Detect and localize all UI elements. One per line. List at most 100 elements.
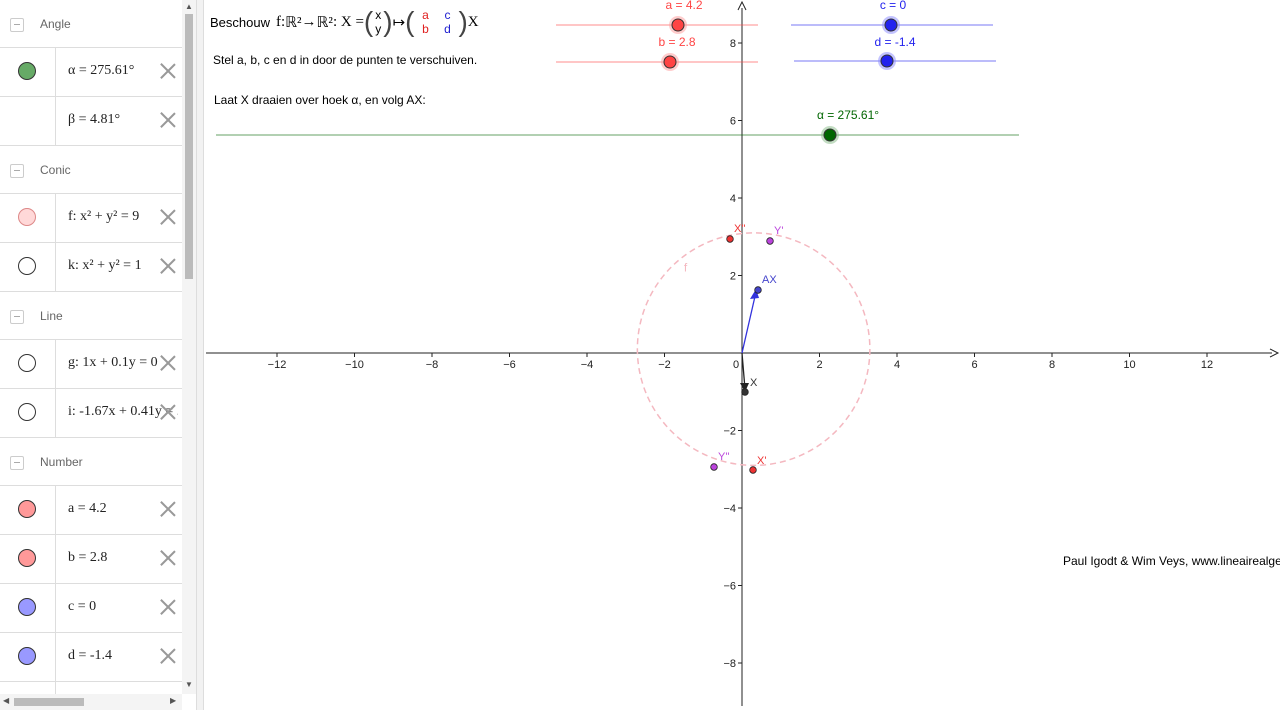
slider-c-handle[interactable] (884, 18, 898, 32)
scroll-up-icon[interactable]: ▲ (185, 2, 193, 11)
point-x-double-prime[interactable] (726, 235, 734, 243)
x-equals: : X = (332, 13, 364, 30)
algebra-expression[interactable]: a = 4.2 (68, 501, 107, 516)
delete-icon[interactable] (158, 353, 178, 373)
graphics-view[interactable]: −12 −10 −8 −6 −4 −2 0 2 4 6 8 10 12 8 6 4 2 −2 −4 −6 −8 f a = … (204, 0, 1280, 710)
algebra-expression[interactable]: i: -1.67x + 0.41y = ... (68, 404, 178, 419)
x-tick-label: 4 (894, 359, 900, 371)
visibility-toggle-icon[interactable] (18, 598, 36, 616)
algebra-item[interactable]: a = 4.2 (0, 486, 182, 535)
algebra-expression[interactable]: f: x² + y² = 9 (68, 209, 140, 224)
visibility-toggle-icon[interactable] (18, 208, 36, 226)
algebra-item[interactable]: β = 4.81° (0, 97, 182, 146)
algebra-expression[interactable]: g: 1x + 0.1y = 0 (68, 355, 158, 370)
algebra-item[interactable]: f: x² + y² = 9 (0, 194, 182, 243)
scroll-left-icon[interactable]: ◀ (3, 696, 10, 705)
delete-icon[interactable] (158, 548, 178, 568)
delete-icon[interactable] (158, 499, 178, 519)
domain-r2: ℝ² (285, 14, 302, 31)
y-tick-label: 4 (730, 193, 736, 205)
view-divider[interactable] (196, 0, 204, 710)
visibility-toggle-icon[interactable] (18, 549, 36, 567)
right-paren-icon: ) (383, 6, 393, 37)
x-tick-label: 12 (1201, 359, 1213, 371)
f-symbol: f (275, 13, 281, 30)
delete-icon[interactable] (158, 402, 178, 422)
visibility-toggle-icon[interactable] (18, 647, 36, 665)
delete-icon[interactable] (158, 61, 178, 81)
point-ax[interactable] (754, 286, 762, 294)
colon-symbol: : (280, 13, 286, 30)
vector-ax[interactable] (741, 291, 757, 354)
algebra-expression[interactable]: β = 4.81° (68, 112, 121, 127)
slider-a-handle[interactable] (671, 18, 685, 32)
x-tick-label: −4 (581, 359, 594, 371)
delete-icon[interactable] (158, 110, 178, 130)
visibility-toggle-icon[interactable] (18, 257, 36, 275)
algebra-list: Angle α = 275.61° β = 4.81° Conic f: x² + y²… (0, 0, 182, 694)
matrix-d: d (444, 22, 451, 36)
scroll-down-icon[interactable]: ▼ (185, 680, 193, 689)
algebra-item[interactable]: k: x² + y² = 1 (0, 243, 182, 292)
group-header-angle[interactable]: Angle (0, 0, 182, 48)
collapse-icon[interactable] (10, 310, 24, 324)
algebra-expression[interactable]: b = 2.8 (68, 550, 108, 565)
visibility-toggle-icon[interactable] (18, 403, 36, 421)
algebra-item[interactable]: α = 275.61° (0, 48, 182, 97)
coordinate-plane[interactable]: −12 −10 −8 −6 −4 −2 0 2 4 6 8 10 12 8 6 4 2 −2 −4 −6 −8 f a = … (204, 0, 1280, 710)
horizontal-scroll-thumb[interactable] (14, 698, 84, 706)
collapse-icon[interactable] (10, 18, 24, 32)
point-x[interactable] (741, 388, 749, 396)
point-x-prime-label: X' (757, 455, 766, 467)
slider-d-handle[interactable] (880, 54, 894, 68)
vector-x-arrowhead (740, 383, 749, 392)
algebra-item[interactable]: c = 0 (0, 584, 182, 633)
y-tick-label: 8 (730, 38, 736, 50)
visibility-toggle-icon[interactable] (18, 500, 36, 518)
slider-c-label: c = 0 (880, 0, 907, 12)
group-name: Conic (40, 163, 71, 177)
scroll-right-icon[interactable]: ▶ (170, 696, 177, 705)
y-axis-arrow-icon (737, 0, 747, 11)
x-tick-label: 10 (1123, 359, 1135, 371)
point-x-prime[interactable] (749, 466, 757, 474)
algebra-expression[interactable]: k: x² + y² = 1 (68, 258, 142, 273)
point-y-double-prime[interactable] (710, 463, 718, 471)
algebra-item[interactable]: d = -1.4 (0, 633, 182, 682)
algebra-item[interactable]: g: 1x + 0.1y = 0 (0, 340, 182, 389)
group-header-line[interactable]: Line (0, 292, 182, 340)
group-header-conic[interactable]: Conic (0, 146, 182, 194)
slider-alpha-handle[interactable] (823, 128, 837, 142)
delete-icon[interactable] (158, 646, 178, 666)
circle-f[interactable] (636, 232, 871, 467)
algebra-expression[interactable]: α = 275.61° (68, 63, 135, 78)
algebra-item[interactable]: h = -4.18 (0, 682, 182, 694)
collapse-icon[interactable] (10, 164, 24, 178)
x-tick-label: 8 (1049, 359, 1055, 371)
collapse-icon[interactable] (10, 456, 24, 470)
vertical-scroll-thumb[interactable] (185, 14, 193, 279)
y-tick-label: 6 (730, 116, 736, 128)
algebra-expression[interactable]: d = -1.4 (68, 648, 113, 663)
matrix-abcd: a c b d (414, 8, 458, 36)
visibility-toggle-icon[interactable] (18, 354, 36, 372)
horizontal-scrollbar[interactable]: ◀ ▶ (0, 694, 182, 710)
group-header-number[interactable]: Number (0, 438, 182, 486)
algebra-item[interactable]: b = 2.8 (0, 535, 182, 584)
delete-icon[interactable] (158, 207, 178, 227)
point-y-prime[interactable] (766, 237, 774, 245)
marble-cell (0, 340, 56, 388)
circle-f-label: f (684, 261, 688, 275)
visibility-toggle-icon[interactable] (18, 62, 36, 80)
delete-icon[interactable] (158, 597, 178, 617)
delete-icon[interactable] (158, 256, 178, 276)
vertical-scrollbar[interactable]: ▲ ▼ (182, 0, 196, 694)
y-tick-label: −6 (723, 581, 736, 593)
y-tick-label: −8 (723, 658, 736, 670)
algebra-expression[interactable]: c = 0 (68, 599, 97, 614)
marble-cell (0, 194, 56, 242)
slider-b-handle[interactable] (663, 55, 677, 69)
algebra-item[interactable]: i: -1.67x + 0.41y = ... (0, 389, 182, 438)
arrow-symbol: → (301, 13, 317, 30)
marble-cell (0, 584, 56, 632)
